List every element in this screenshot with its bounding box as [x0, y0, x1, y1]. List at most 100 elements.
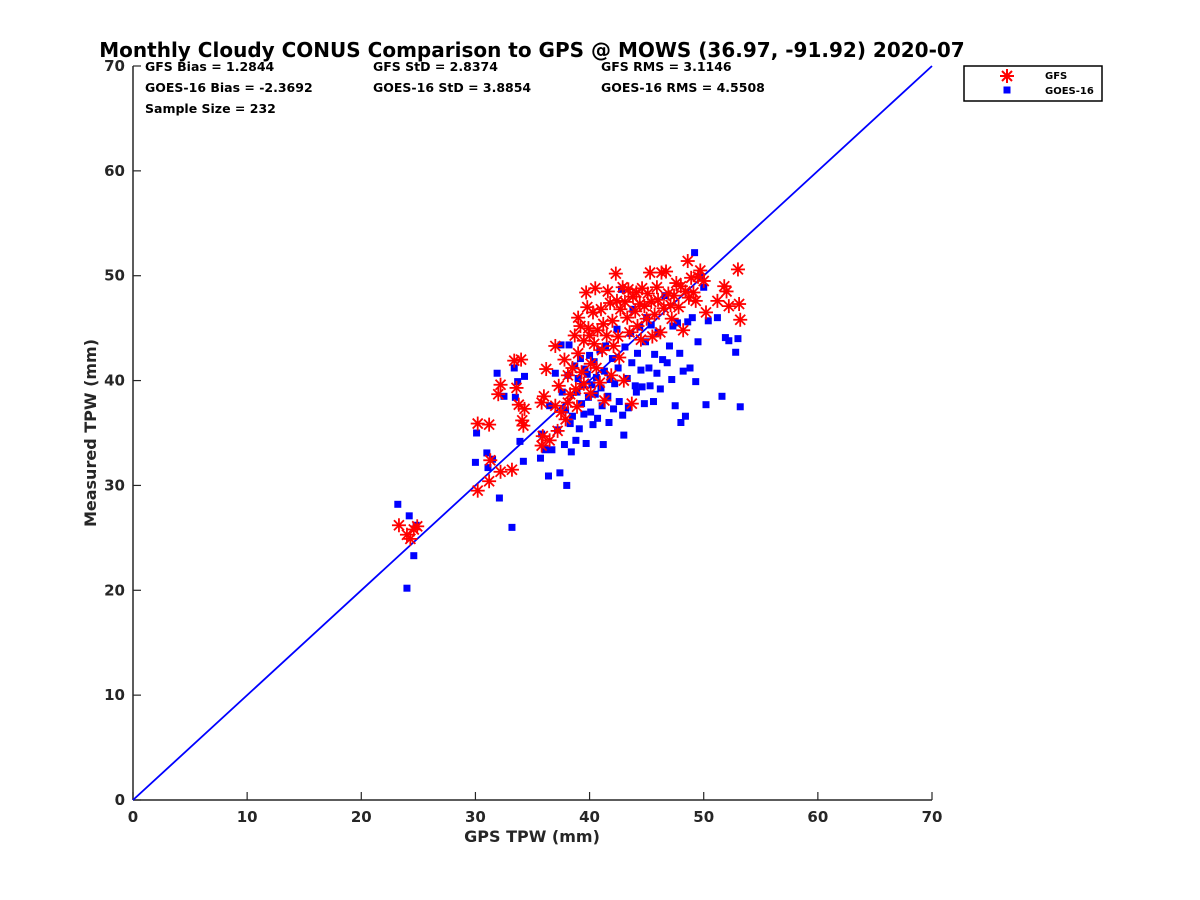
gfs-point	[548, 338, 563, 353]
goes16-point	[600, 367, 608, 375]
goes16-point	[510, 364, 518, 372]
gfs-std-text: GFS StD = 2.8374	[373, 59, 498, 74]
goes16-point	[606, 376, 614, 384]
goes16-point	[483, 449, 491, 457]
gfs-point	[579, 285, 594, 300]
gfs-point	[568, 381, 583, 396]
goes16-point	[484, 464, 492, 472]
goes16-point	[536, 454, 544, 462]
goes16-point	[594, 414, 602, 422]
gfs-point	[604, 368, 619, 383]
gfs-point	[649, 280, 664, 295]
gfs-point	[470, 483, 485, 498]
goes16-point	[638, 383, 646, 391]
sample-size-text: Sample Size = 232	[145, 101, 276, 116]
goes16-point	[575, 425, 583, 433]
goes16-point	[563, 481, 571, 489]
gfs-point	[516, 418, 531, 433]
goes16-point	[631, 382, 639, 390]
x-tick-label: 40	[579, 808, 600, 826]
goes16-point	[704, 317, 712, 325]
goes16-point	[592, 373, 600, 381]
goes16-point	[590, 358, 598, 366]
gfs-point	[504, 462, 519, 477]
gfs-point	[571, 346, 586, 361]
goes16-point	[508, 523, 516, 531]
gfs-point	[630, 319, 645, 334]
gfs-point	[651, 292, 666, 307]
gfs-point	[570, 399, 585, 414]
goes16-point	[634, 349, 642, 357]
gfs-point	[622, 325, 637, 340]
goes16-point	[584, 393, 592, 401]
goes16-point	[732, 348, 740, 356]
goes16-point	[640, 400, 648, 408]
x-tick-label: 60	[807, 808, 828, 826]
goes16-point	[637, 366, 645, 374]
goes16-point	[613, 325, 621, 333]
goes16-point	[403, 584, 411, 592]
gfs-point	[514, 352, 529, 367]
goes16-point	[725, 337, 733, 345]
goes16-point	[615, 398, 623, 406]
legend-box	[963, 65, 1103, 102]
gfs-point	[493, 464, 508, 479]
gfs-point	[606, 338, 621, 353]
y-tick-label: 30	[104, 476, 125, 494]
goes16-point	[574, 374, 582, 382]
goes16-point	[578, 400, 586, 408]
goes16-point	[521, 372, 529, 380]
goes16-point	[608, 355, 616, 363]
gfs-point	[613, 302, 628, 317]
gfs-point	[667, 288, 682, 303]
goes16-point	[632, 388, 640, 396]
gfs-point	[645, 329, 660, 344]
y-tick-label: 60	[104, 162, 125, 180]
goes16-point	[567, 448, 575, 456]
gfs-point	[493, 377, 508, 392]
goes16-point	[598, 402, 606, 410]
legend: GFS GOES-16	[963, 65, 1103, 102]
gfs-point	[558, 412, 573, 427]
gfs-point	[517, 401, 532, 416]
gfs-point	[554, 405, 569, 420]
goes16-point	[511, 393, 519, 401]
gfs-point	[612, 350, 627, 365]
legend-gfs-marker	[1000, 69, 1014, 83]
gfs-point	[482, 417, 497, 432]
x-tick-label: 70	[922, 808, 943, 826]
gfs-point	[483, 453, 498, 468]
gfs-point	[616, 373, 631, 388]
goes16-point	[519, 457, 527, 465]
goes16-point	[668, 376, 676, 384]
gfs-point	[509, 380, 524, 395]
gfs-point	[470, 416, 485, 431]
gfs-rms-text: GFS RMS = 3.1146	[601, 59, 732, 74]
goes16-point	[702, 401, 710, 409]
gfs-point	[574, 365, 589, 380]
goes16-point	[562, 406, 570, 414]
gfs-point	[653, 325, 668, 340]
goes16-point	[669, 322, 677, 330]
y-tick-label: 0	[115, 791, 125, 809]
gfs-point	[595, 343, 610, 358]
goes16-point	[495, 494, 503, 502]
goes16-point	[659, 356, 667, 364]
plot-area: 0 10 20 30 40 50 60 70 0 10 20 30 40 50 60 70	[104, 57, 942, 826]
one-to-one-line	[132, 65, 933, 801]
gfs-point	[611, 329, 626, 344]
gfs-point	[617, 294, 632, 309]
goes16-point	[679, 367, 687, 375]
gfs-point	[571, 310, 586, 325]
goes16-point	[516, 437, 524, 445]
gfs-point	[693, 263, 708, 278]
y-tick-label: 10	[104, 686, 125, 704]
gfs-point	[551, 378, 566, 393]
gfs-point	[600, 284, 615, 299]
gfs-point	[581, 321, 596, 336]
goes16-point	[628, 359, 636, 367]
goes16-point	[500, 392, 508, 400]
gfs-point	[633, 332, 648, 347]
